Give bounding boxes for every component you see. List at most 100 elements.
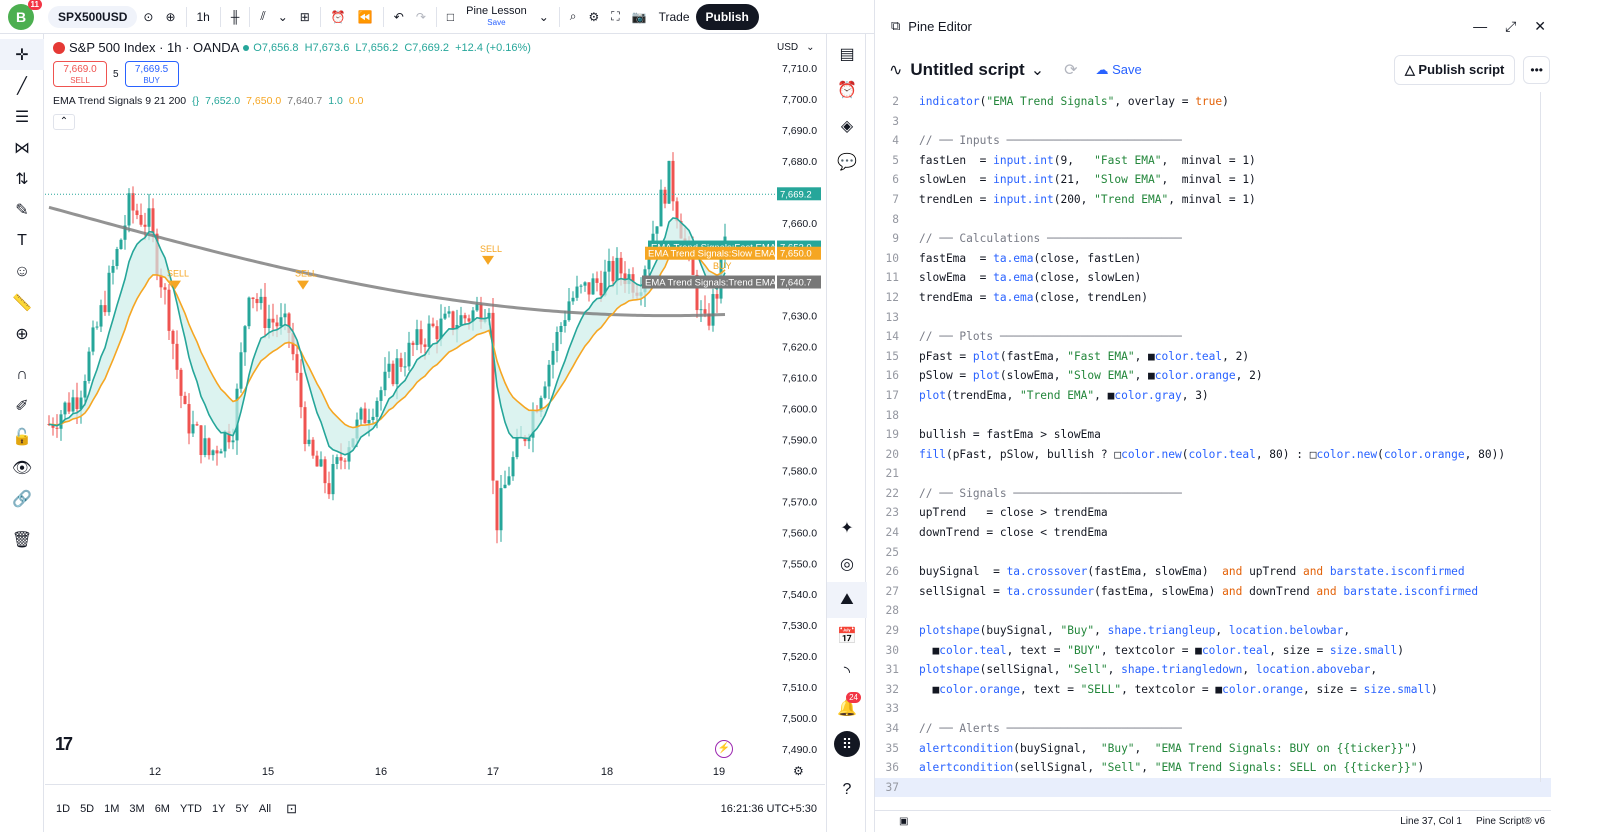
quick-search-icon[interactable]: ⌕ <box>569 9 577 23</box>
replay-icon[interactable]: ⏪ <box>357 9 373 24</box>
code-line[interactable]: 25 <box>875 543 1551 563</box>
code-line[interactable]: 22 // ── Signals ────────────────────────… <box>875 484 1551 504</box>
currency-button[interactable]: USD ⌄ <box>777 42 815 53</box>
bell-icon[interactable]: 🔔 24 <box>827 690 867 726</box>
alert-icon[interactable]: ⏰ <box>330 9 346 24</box>
script-title[interactable]: Untitled script <box>910 60 1025 79</box>
publish-button[interactable]: Publish <box>695 3 759 30</box>
price-chart[interactable]: 7,710.07,700.07,690.07,680.07,670.07,660… <box>45 34 825 784</box>
help-icon[interactable]: ? <box>842 781 852 798</box>
code-line[interactable]: 12 trendEma = ta.ema(close, trendLen) <box>875 288 1551 308</box>
compare-icon[interactable]: ⊙ <box>143 9 154 24</box>
publish-script-button[interactable]: △ Publish script <box>1393 55 1516 85</box>
date-range-icon[interactable]: ⊡ <box>286 800 298 816</box>
chart-settings-icon[interactable]: ⚙ <box>793 764 804 778</box>
layers-icon[interactable]: ◈ <box>840 118 854 135</box>
code-line[interactable]: 29 plotshape(buySignal, "Buy", shape.tria… <box>875 621 1551 641</box>
ruler-icon[interactable]: 📏 <box>12 294 32 312</box>
code-line[interactable]: 16 pSlow = plot(slowEma, "Slow EMA", ■col… <box>875 366 1551 386</box>
code-line[interactable]: 20 fill(pFast, pSlow, bullish ? □color.ne… <box>875 445 1551 465</box>
range-button-5d[interactable]: 5D <box>80 802 95 815</box>
chevron-down-icon[interactable]: ⌄ <box>277 9 288 24</box>
code-line[interactable]: 27 sellSignal = ta.crossunder(fastEma, sl… <box>875 582 1551 602</box>
range-button-all[interactable]: All <box>258 802 272 815</box>
chevron-down-icon[interactable]: ⌄ <box>1030 62 1045 79</box>
text-icon[interactable]: T <box>17 231 27 249</box>
range-button-6m[interactable]: 6M <box>154 802 170 815</box>
code-line[interactable]: 34 // ── Alerts ─────────────────────────… <box>875 719 1551 739</box>
minimize-icon[interactable]: — <box>1473 17 1488 34</box>
alerts-clock-icon[interactable]: ⏰ <box>837 82 857 99</box>
code-line[interactable]: 24 downTrend = close < trendEma <box>875 523 1551 543</box>
chart-area[interactable]: 7,710.07,700.07,690.07,680.07,670.07,660… <box>45 34 825 784</box>
code-line[interactable]: 4 // ── Inputs ────────────────────────── <box>875 131 1551 151</box>
trade-button[interactable]: Trade <box>658 9 690 24</box>
candles-icon[interactable]: ╫ <box>230 9 240 24</box>
range-button-3m[interactable]: 3M <box>129 802 145 815</box>
undo-icon[interactable]: ↶ <box>393 9 404 24</box>
lock-drawing-icon[interactable]: ✐ <box>15 397 29 415</box>
code-line[interactable]: 18 <box>875 406 1551 426</box>
interval-button[interactable]: 1h <box>196 9 210 24</box>
code-line[interactable]: 21 <box>875 464 1551 484</box>
collapse-legend-button[interactable]: ⌃ <box>53 114 75 130</box>
indicator-legend[interactable]: EMA Trend Signals 9 21 200 {} 7,652.0 7,… <box>53 95 363 107</box>
code-line[interactable]: 2 indicator("EMA Trend Signals", overlay … <box>875 92 1551 112</box>
code-line[interactable]: 15 pFast = plot(fastEma, "Fast EMA", ■col… <box>875 347 1551 367</box>
clock[interactable]: 16:21:36 UTC+5:30 <box>720 802 817 815</box>
save-button[interactable]: ☁ Save <box>1096 62 1142 78</box>
console-icon[interactable]: ▣ <box>899 816 909 827</box>
code-line[interactable]: 9 // ── Calculations ──────────────────── <box>875 229 1551 249</box>
trendline-icon[interactable]: ╱ <box>17 77 27 95</box>
code-line[interactable]: 13 <box>875 308 1551 328</box>
calendar-icon[interactable]: 📅 <box>837 628 857 645</box>
stream-icon[interactable]: ◝ <box>843 664 851 681</box>
layout-square-icon[interactable]: □ <box>446 9 455 24</box>
apps-grid-icon[interactable]: ⠿ <box>827 726 867 762</box>
lock-icon[interactable]: 🔓 <box>12 428 32 446</box>
forecast-icon[interactable]: ⇅ <box>15 170 29 188</box>
ideas-icon[interactable]: ✦ <box>840 520 854 537</box>
close-icon[interactable]: ✕ <box>1534 17 1546 34</box>
range-button-5y[interactable]: 5Y <box>235 802 249 815</box>
pine-icon[interactable]: ⛰ <box>827 582 867 618</box>
code-line[interactable]: 30 ■color.teal, text = "BUY", textcolor … <box>875 641 1551 661</box>
indicators-icon[interactable]: ⫽ <box>260 9 266 23</box>
fullscreen-icon[interactable]: ⛶ <box>611 9 620 23</box>
source-code-icon[interactable]: {} <box>192 95 200 107</box>
trash-icon[interactable]: 🗑 <box>11 531 33 549</box>
settings-icon[interactable]: ⚙ <box>588 9 600 24</box>
brush-icon[interactable]: ✎ <box>15 201 29 219</box>
lightning-icon[interactable]: ⚡ <box>715 740 733 758</box>
code-line[interactable]: 32 ■color.orange, text = "SELL", textcol… <box>875 680 1551 700</box>
emoji-icon[interactable]: ☺ <box>13 262 31 280</box>
range-button-1y[interactable]: 1Y <box>211 802 226 815</box>
zoom-icon[interactable]: ⊕ <box>15 325 29 343</box>
layout-name-button[interactable]: Pine Lesson Save <box>460 4 533 30</box>
code-line[interactable]: 7 trendLen = input.int(200, "Trend EMA", … <box>875 190 1551 210</box>
code-line[interactable]: 23 upTrend = close > trendEma <box>875 503 1551 523</box>
target-icon[interactable]: ◎ <box>840 556 854 573</box>
magnet-icon[interactable]: ∩ <box>16 365 28 383</box>
code-editor[interactable]: 2 indicator("EMA Trend Signals", overlay … <box>875 92 1551 802</box>
range-button-1m[interactable]: 1M <box>104 802 120 815</box>
buy-button[interactable]: 7,669.5 BUY <box>124 61 179 87</box>
code-line[interactable]: 31 plotshape(sellSignal, "Sell", shape.tr… <box>875 660 1551 680</box>
fib-icon[interactable]: ☰ <box>14 108 30 126</box>
more-options-icon[interactable]: ••• <box>1523 56 1550 84</box>
chat-icon[interactable]: 💬 <box>837 154 857 171</box>
code-line[interactable]: 19 bullish = fastEma > slowEma <box>875 425 1551 445</box>
link-icon[interactable]: 🔗 <box>12 490 32 508</box>
chevron-down-icon[interactable]: ⌄ <box>538 9 549 24</box>
camera-icon[interactable]: 📷 <box>631 9 647 24</box>
code-line[interactable]: 14 // ── Plots ──────────────────────────… <box>875 327 1551 347</box>
code-line[interactable]: 33 <box>875 699 1551 719</box>
sell-button[interactable]: 7,669.0 SELL <box>53 61 107 87</box>
editor-scrollbar[interactable] <box>1540 92 1541 782</box>
maximize-icon[interactable]: ⤢ <box>1505 17 1517 34</box>
crosshair-icon[interactable]: ✛ <box>0 39 44 70</box>
code-line[interactable]: 11 slowEma = ta.ema(close, slowLen) <box>875 268 1551 288</box>
symbol-search-button[interactable]: SPX500USD <box>48 5 138 28</box>
add-symbol-icon[interactable]: ⊕ <box>165 9 176 24</box>
code-line[interactable]: 28 <box>875 601 1551 621</box>
